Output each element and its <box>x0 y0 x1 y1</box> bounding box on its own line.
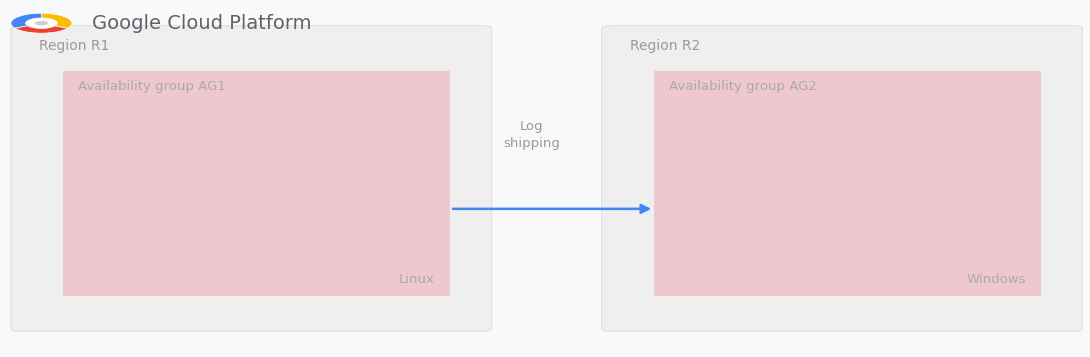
FancyBboxPatch shape <box>602 26 1082 331</box>
Text: Log
shipping: Log shipping <box>504 120 560 150</box>
Wedge shape <box>11 13 41 28</box>
Text: Availability group AG1: Availability group AG1 <box>78 80 227 93</box>
Wedge shape <box>15 26 68 33</box>
Text: Region R1: Region R1 <box>39 39 110 53</box>
Bar <box>63 71 450 296</box>
Circle shape <box>26 18 57 28</box>
Circle shape <box>35 21 48 25</box>
FancyBboxPatch shape <box>11 26 492 331</box>
Bar <box>654 71 1041 296</box>
Text: Google Cloud Platform: Google Cloud Platform <box>92 14 311 33</box>
Text: Region R2: Region R2 <box>630 39 700 53</box>
Wedge shape <box>41 13 72 28</box>
Text: Linux: Linux <box>399 273 435 286</box>
Text: Windows: Windows <box>966 273 1026 286</box>
Text: Availability group AG2: Availability group AG2 <box>669 80 818 93</box>
